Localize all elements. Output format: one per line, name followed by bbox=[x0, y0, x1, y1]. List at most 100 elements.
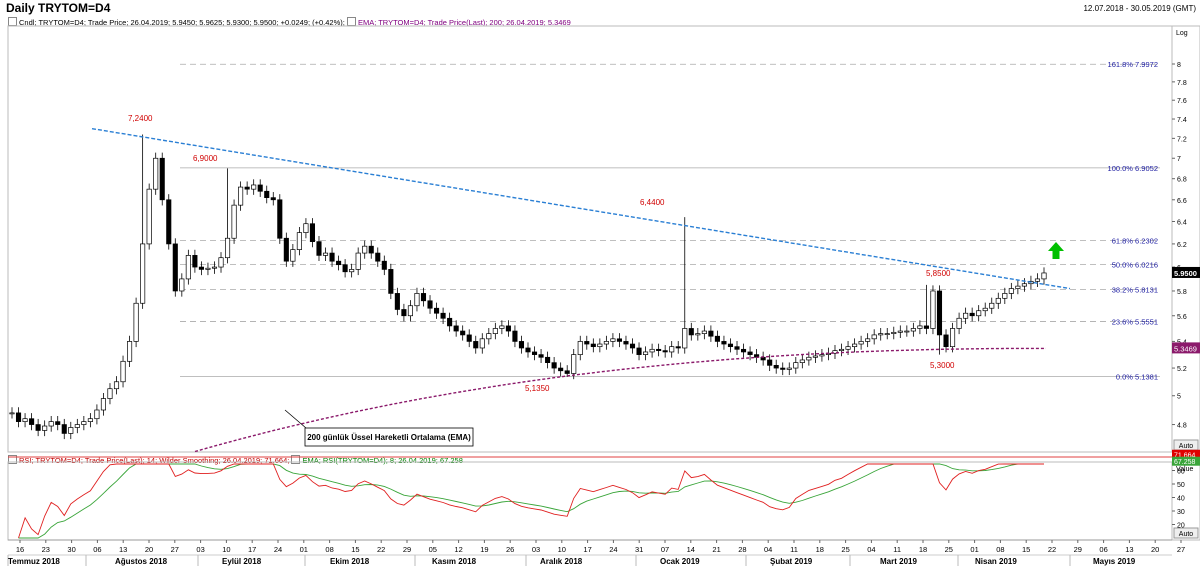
candle-body bbox=[414, 293, 420, 307]
candle-body bbox=[963, 312, 969, 319]
candle-body bbox=[669, 346, 675, 353]
day-tick-label: 01 bbox=[300, 545, 308, 554]
candle-body bbox=[891, 331, 897, 334]
rsi-ema-legend-text: EMA; RSI(TRYTOM=D4); 8; 26.04.2019; 67.2… bbox=[302, 456, 463, 465]
candle-body bbox=[740, 348, 747, 353]
candle-body bbox=[571, 354, 577, 374]
month-label: Ocak 2019 bbox=[660, 557, 700, 566]
month-label: Ekim 2018 bbox=[330, 557, 370, 566]
candle-body bbox=[375, 252, 381, 262]
candle-body bbox=[976, 310, 982, 317]
candle-body bbox=[819, 354, 825, 357]
peak-label-7-24: 7,2400 bbox=[128, 114, 153, 123]
rsi-value-box bbox=[1172, 449, 1200, 459]
candle-body bbox=[440, 312, 446, 319]
checkbox-icon[interactable] bbox=[291, 455, 301, 464]
candle-body bbox=[682, 328, 688, 349]
candle-body bbox=[629, 343, 636, 349]
candle-body bbox=[545, 356, 551, 363]
candle-body bbox=[923, 325, 929, 329]
candle-body bbox=[479, 338, 485, 349]
candle-body bbox=[505, 325, 511, 332]
price-tick-label: 6.6 bbox=[1177, 198, 1187, 205]
candle-body bbox=[342, 264, 348, 273]
day-tick-label: 22 bbox=[377, 545, 385, 554]
date-range: 12.07.2018 - 30.05.2019 (GMT) bbox=[1083, 4, 1196, 13]
day-tick-label: 15 bbox=[1022, 545, 1030, 554]
candle-body bbox=[120, 360, 126, 383]
candle-body bbox=[113, 381, 120, 390]
candle-body bbox=[590, 343, 596, 348]
checkbox-icon[interactable] bbox=[8, 455, 17, 464]
candle-body bbox=[270, 197, 276, 201]
candle-body bbox=[695, 333, 701, 336]
candle-body bbox=[42, 425, 48, 431]
day-tick-label: 04 bbox=[867, 545, 875, 554]
candle-body bbox=[943, 334, 949, 348]
candle-body bbox=[146, 188, 152, 245]
candle-body bbox=[623, 341, 629, 345]
candle-body bbox=[420, 293, 427, 302]
day-tick-label: 24 bbox=[274, 545, 282, 554]
candle-body bbox=[329, 252, 335, 262]
chart-title: Daily TRYTOM=D4 bbox=[6, 1, 111, 15]
day-tick-label: 06 bbox=[93, 545, 101, 554]
candle-body bbox=[793, 362, 799, 369]
candle-body bbox=[910, 328, 916, 332]
candle-body bbox=[636, 347, 642, 355]
fib-label: 61.8% 6.2302 bbox=[1112, 236, 1158, 245]
day-tick-label: 19 bbox=[480, 545, 488, 554]
candle-body bbox=[643, 351, 649, 355]
day-tick-label: 30 bbox=[67, 545, 75, 554]
candle-body bbox=[336, 260, 342, 266]
candle-body bbox=[897, 330, 903, 333]
candle-body bbox=[656, 348, 662, 351]
day-tick-label: 27 bbox=[171, 545, 179, 554]
rsi-tick-label: 50 bbox=[1177, 482, 1185, 489]
fib-label: 50.0% 6.0216 bbox=[1112, 261, 1158, 270]
fib-label: 161.8% 7.9972 bbox=[1108, 60, 1158, 69]
rsi-line bbox=[18, 463, 1044, 539]
day-tick-label: 20 bbox=[1151, 545, 1159, 554]
candle-body bbox=[525, 347, 531, 353]
candle-body bbox=[858, 341, 864, 345]
candle-body bbox=[950, 328, 956, 348]
candle-body bbox=[564, 370, 570, 374]
day-tick-label: 03 bbox=[196, 545, 204, 554]
candle-body bbox=[453, 325, 459, 332]
rsi-axis-title: Value bbox=[1176, 466, 1193, 473]
day-tick-label: 08 bbox=[996, 545, 1004, 554]
rsi-ema-label: 67.258 bbox=[1174, 459, 1196, 466]
candle-body bbox=[87, 418, 93, 422]
candle-body bbox=[1008, 288, 1014, 294]
candle-body bbox=[159, 157, 165, 201]
candle-body bbox=[107, 388, 113, 399]
rsi-axis-panel bbox=[1171, 461, 1200, 541]
rsi-tick-label: 60 bbox=[1177, 469, 1185, 476]
candle-legend: Cndl; TRYTOM=D4; Trade Price; 26.04.2019… bbox=[19, 18, 345, 27]
ema200-line bbox=[194, 347, 1046, 453]
candle-body bbox=[48, 421, 54, 427]
candle-body bbox=[1041, 272, 1047, 280]
candle-body bbox=[309, 223, 316, 242]
rsi-tick-label: 40 bbox=[1177, 496, 1185, 503]
candle-body bbox=[362, 245, 368, 254]
day-tick-label: 10 bbox=[222, 545, 230, 554]
candle-body bbox=[55, 421, 61, 425]
candle-body bbox=[688, 328, 694, 336]
month-label: Mayıs 2019 bbox=[1093, 557, 1136, 566]
month-label: Şubat 2019 bbox=[770, 557, 813, 566]
up-arrow-icon bbox=[1048, 242, 1064, 259]
candle-body bbox=[1021, 283, 1027, 287]
day-tick-label: 04 bbox=[764, 545, 772, 554]
rsi-legend: RSI; TRYTOM=D4; Trade Price(Last); 14; W… bbox=[8, 455, 463, 465]
day-tick-label: 05 bbox=[429, 545, 437, 554]
price-axis-panel bbox=[1171, 25, 1200, 453]
candle-body bbox=[734, 346, 740, 350]
price-tick-label: 7.4 bbox=[1177, 117, 1187, 124]
candle-body bbox=[460, 330, 466, 336]
last-price-label: 5.9500 bbox=[1174, 269, 1197, 278]
candle-body bbox=[780, 367, 786, 370]
rsi-value-label: 71.664 bbox=[1174, 452, 1196, 459]
day-tick-label: 07 bbox=[661, 545, 669, 554]
